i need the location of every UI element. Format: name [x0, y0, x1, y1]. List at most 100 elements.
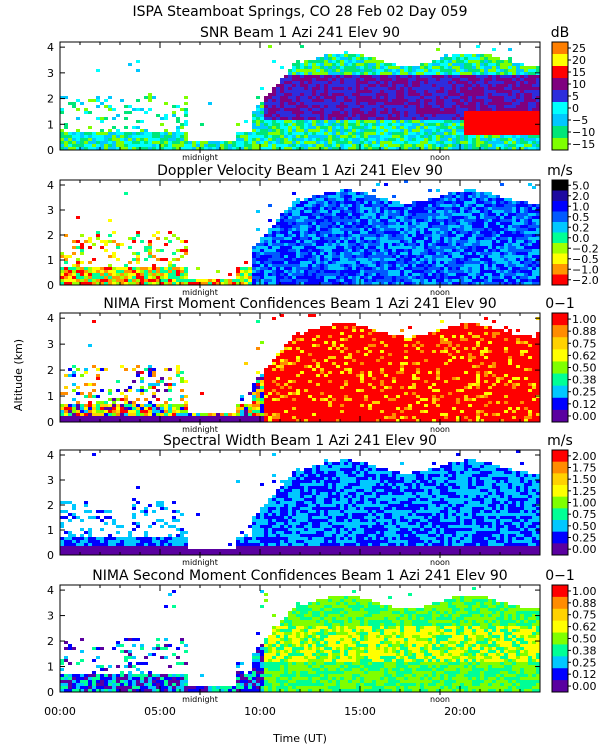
heatmap-cell — [436, 222, 440, 225]
heatmap-cell — [448, 237, 452, 240]
heatmap-cell — [456, 117, 460, 120]
heatmap-cell — [276, 264, 280, 267]
heatmap-cell — [328, 270, 332, 273]
heatmap-cell — [364, 99, 368, 102]
heatmap-cell — [476, 240, 480, 243]
heatmap-cell — [252, 252, 256, 255]
heatmap-cell — [152, 273, 156, 276]
heatmap-cell — [508, 246, 512, 249]
heatmap-cell — [508, 102, 512, 105]
heatmap-cell — [452, 54, 456, 57]
heatmap-cell — [128, 132, 132, 135]
heatmap-cell — [468, 57, 472, 60]
heatmap-cell — [284, 276, 288, 279]
heatmap-cell — [368, 231, 372, 234]
heatmap-cell — [496, 222, 500, 225]
heatmap-cell — [132, 237, 136, 240]
heatmap-cell — [520, 243, 524, 246]
heatmap-cell — [472, 222, 476, 225]
heatmap-cell — [488, 237, 492, 240]
heatmap-cell — [356, 282, 360, 285]
heatmap-cell — [528, 108, 532, 111]
heatmap-cell — [476, 132, 480, 135]
heatmap-cell — [416, 69, 420, 72]
heatmap-cell — [420, 138, 424, 141]
heatmap-cell — [372, 255, 376, 258]
heatmap-cell — [492, 72, 496, 75]
heatmap-cell — [268, 249, 272, 252]
heatmap-cell — [148, 132, 152, 135]
heatmap-cell — [432, 99, 436, 102]
heatmap-cell — [532, 87, 536, 90]
heatmap-cell — [324, 66, 328, 69]
heatmap-cell — [328, 111, 332, 114]
heatmap-cell — [436, 48, 440, 51]
heatmap-cell — [496, 111, 500, 114]
heatmap-cell — [384, 90, 388, 93]
heatmap-cell — [356, 120, 360, 123]
heatmap-cell — [488, 105, 492, 108]
heatmap-cell — [296, 63, 300, 66]
heatmap-cell — [332, 93, 336, 96]
heatmap-cell — [336, 96, 340, 99]
heatmap-cell — [160, 132, 164, 135]
heatmap-cell — [456, 249, 460, 252]
heatmap-cell — [148, 270, 152, 273]
heatmap-cell — [528, 267, 532, 270]
heatmap-cell — [228, 279, 232, 282]
heatmap-cell — [532, 228, 536, 231]
heatmap-cell — [284, 210, 288, 213]
heatmap-cell — [536, 252, 540, 255]
heatmap-cell — [396, 225, 400, 228]
heatmap-cell — [496, 135, 500, 138]
heatmap-cell — [348, 135, 352, 138]
heatmap-cell — [480, 99, 484, 102]
heatmap-cell — [444, 282, 448, 285]
heatmap-cell — [456, 192, 460, 195]
heatmap-cell — [316, 231, 320, 234]
heatmap-cell — [528, 126, 532, 129]
heatmap-cell — [444, 276, 448, 279]
heatmap-cell — [372, 261, 376, 264]
heatmap-cell — [112, 240, 116, 243]
heatmap-cell — [440, 102, 444, 105]
heatmap-cell — [268, 123, 272, 126]
heatmap-cell — [524, 90, 528, 93]
heatmap-cell — [256, 261, 260, 264]
heatmap-cell — [464, 222, 468, 225]
heatmap-cell — [464, 228, 468, 231]
heatmap-cell — [504, 147, 508, 150]
heatmap-cell — [420, 99, 424, 102]
heatmap-cell — [508, 234, 512, 237]
heatmap-cell — [468, 213, 472, 216]
heatmap-cell — [176, 117, 180, 120]
heatmap-cell — [436, 225, 440, 228]
heatmap-cell — [464, 243, 468, 246]
heatmap-cell — [520, 90, 524, 93]
heatmap-cell — [460, 138, 464, 141]
heatmap-cell — [144, 147, 148, 150]
heatmap-cell — [168, 264, 172, 267]
heatmap-cell — [168, 135, 172, 138]
heatmap-cell — [180, 123, 184, 126]
heatmap-cell — [160, 279, 164, 282]
heatmap-cell — [168, 270, 172, 273]
heatmap-cell — [520, 201, 524, 204]
heatmap-cell — [356, 240, 360, 243]
heatmap-cell — [192, 147, 196, 150]
heatmap-cell — [460, 192, 464, 195]
heatmap-cell — [356, 216, 360, 219]
heatmap-cell — [328, 147, 332, 150]
heatmap-cell — [516, 219, 520, 222]
heatmap-cell — [516, 102, 520, 105]
heatmap-cell — [408, 207, 412, 210]
heatmap-cell — [456, 228, 460, 231]
heatmap-cell — [140, 240, 144, 243]
heatmap-cell — [184, 114, 188, 117]
heatmap-cell — [408, 75, 412, 78]
heatmap-cell — [536, 96, 540, 99]
heatmap-cell — [296, 255, 300, 258]
heatmap-cell — [492, 114, 496, 117]
heatmap-cell — [520, 210, 524, 213]
heatmap-cell — [372, 279, 376, 282]
